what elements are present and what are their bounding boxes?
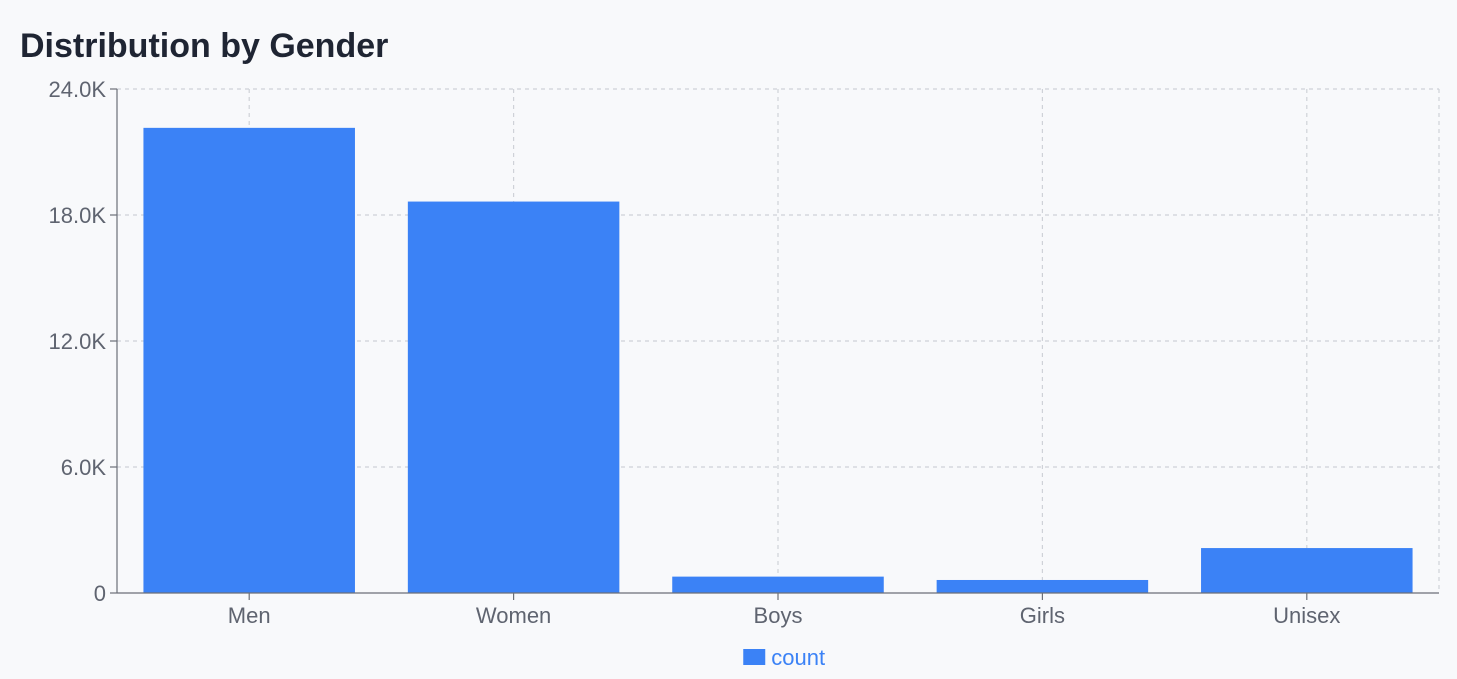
bar-boys[interactable] [672, 576, 884, 593]
x-tick-label: Women [476, 603, 551, 628]
bar-women[interactable] [407, 201, 620, 593]
y-tick-label: 18.0K [49, 203, 107, 228]
x-tick-label: Boys [754, 603, 803, 628]
x-tick-label: Girls [1020, 603, 1065, 628]
chart-title: Distribution by Gender [20, 27, 389, 65]
bar-unisex[interactable] [1201, 548, 1413, 593]
bar-girls[interactable] [936, 579, 1149, 593]
x-tick-label: Unisex [1273, 603, 1340, 628]
bar-men[interactable] [143, 127, 355, 593]
axes [110, 88, 1439, 600]
y-tick-label: 0 [94, 581, 106, 606]
y-tick-label: 6.0K [61, 455, 107, 480]
legend-swatch [743, 649, 766, 665]
bars [143, 127, 1413, 593]
tick-labels: 0 6.0K 12.0K 18.0K 24.0K Men Women Boys Girls Uni… [49, 77, 1341, 628]
y-tick-label: 24.0K [49, 77, 107, 102]
x-tick-label: Men [228, 603, 271, 628]
legend[interactable]: count [743, 645, 825, 670]
y-tick-label: 12.0K [49, 329, 107, 354]
legend-label[interactable]: count [771, 645, 825, 670]
